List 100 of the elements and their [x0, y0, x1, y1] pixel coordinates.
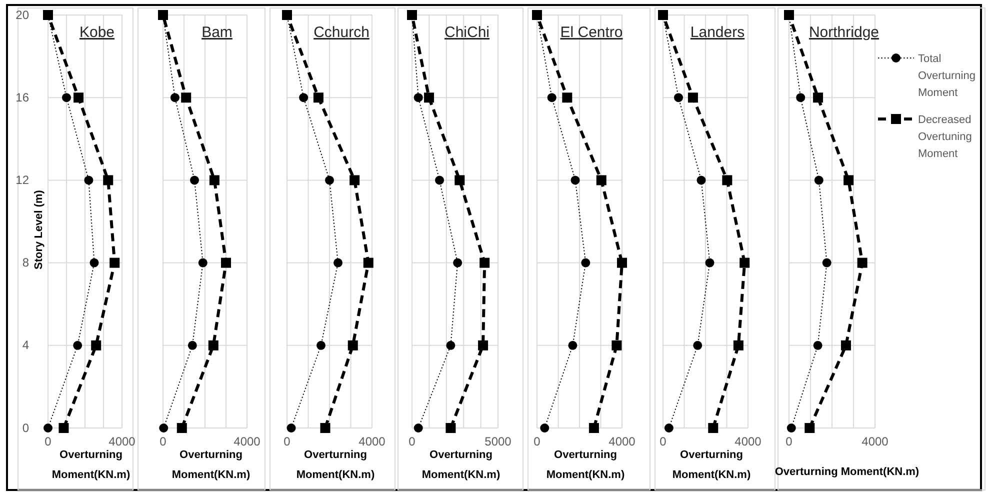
point	[348, 340, 358, 350]
point	[822, 258, 832, 268]
point	[208, 340, 218, 350]
point	[840, 340, 851, 350]
x-tick-label: 0	[44, 434, 52, 448]
x-tick-label: 4000	[862, 434, 889, 448]
point	[446, 340, 456, 350]
point	[110, 258, 120, 268]
text: Northridge	[808, 24, 880, 41]
point	[540, 424, 550, 432]
y-tick-label: 12	[16, 173, 30, 188]
point	[90, 258, 99, 268]
x-tick-label: 4000	[234, 434, 261, 448]
point	[84, 176, 94, 185]
y-tick-label: 0	[22, 420, 30, 435]
y-tick-label: 8	[22, 256, 30, 270]
legend-label: Decreased Overtuning Moment	[918, 114, 972, 160]
x-tick-label: 5000	[484, 434, 512, 448]
point	[414, 93, 423, 102]
point	[58, 423, 69, 433]
x-tick-label: 0	[534, 434, 541, 448]
point	[786, 424, 796, 432]
point	[588, 423, 599, 433]
point	[612, 340, 622, 350]
point	[696, 176, 706, 185]
point	[454, 175, 465, 186]
point	[91, 340, 102, 350]
x-tick-label: 0	[660, 434, 667, 448]
text: ChiChi	[444, 24, 490, 41]
point	[350, 175, 360, 186]
x-tick-label: 4000	[108, 434, 136, 448]
point	[857, 258, 868, 268]
point	[334, 258, 342, 268]
point	[570, 176, 580, 185]
y-axis-title: Story Level (m)	[33, 190, 45, 270]
point	[446, 423, 456, 433]
point	[320, 423, 330, 433]
point	[414, 424, 423, 432]
text: Bam	[202, 24, 232, 41]
point	[596, 175, 606, 186]
point	[617, 258, 627, 268]
point	[62, 93, 71, 102]
point	[170, 93, 180, 102]
point	[547, 93, 556, 102]
point	[316, 340, 326, 350]
point	[188, 340, 197, 350]
point	[435, 176, 444, 185]
point	[480, 258, 490, 268]
x-tick-label: 0	[160, 434, 167, 448]
point	[73, 340, 82, 350]
x-tick-label: 0	[408, 434, 416, 448]
point	[176, 423, 187, 433]
x-tick-label: 0	[786, 434, 793, 448]
point	[562, 92, 572, 103]
point	[190, 176, 199, 185]
text: Landers	[690, 24, 745, 41]
point	[804, 423, 815, 433]
point	[209, 175, 220, 186]
y-tick-label: 4	[22, 338, 30, 352]
point	[299, 93, 308, 102]
point	[740, 258, 750, 268]
point	[74, 92, 84, 103]
text: El Centro	[560, 24, 623, 41]
y-tick-label: 20	[16, 8, 30, 22]
point	[813, 340, 822, 350]
x-axis-title: Overturning Moment(KN.m)	[296, 449, 375, 481]
point	[159, 424, 168, 432]
point	[363, 258, 374, 268]
y-tick-label: 16	[16, 90, 30, 104]
x-tick-label: 4000	[608, 434, 636, 448]
point	[424, 92, 434, 103]
point	[796, 93, 806, 102]
point	[688, 92, 698, 103]
point	[325, 176, 334, 185]
point	[453, 258, 462, 268]
legend-label: Total Overturning Moment	[918, 53, 976, 99]
point	[708, 423, 718, 433]
x-axis-title: Overturning Moment(KN.m)	[546, 449, 625, 481]
point	[568, 340, 578, 350]
point	[844, 175, 854, 186]
point	[664, 424, 674, 432]
x-tick-label: 4000	[734, 434, 762, 448]
point	[814, 176, 824, 185]
x-axis-title: Overturning Moment(KN.m)	[172, 449, 250, 481]
x-tick-label: 0	[284, 434, 291, 448]
x-axis-title: Overturning Moment(KN.m)	[672, 449, 751, 481]
point	[198, 258, 208, 268]
point	[44, 424, 52, 432]
point	[581, 258, 590, 268]
x-axis-title: Overturning Moment(KN.m)	[422, 449, 500, 481]
text: Cchurch	[314, 24, 370, 41]
point	[722, 175, 732, 186]
x-tick-label: 4000	[358, 434, 386, 448]
point	[103, 175, 114, 186]
point	[705, 258, 714, 268]
x-axis-title: Overturning Moment(KN.m)	[52, 449, 130, 481]
point	[733, 340, 744, 350]
point	[693, 340, 702, 350]
point	[313, 92, 324, 103]
point	[813, 92, 824, 103]
